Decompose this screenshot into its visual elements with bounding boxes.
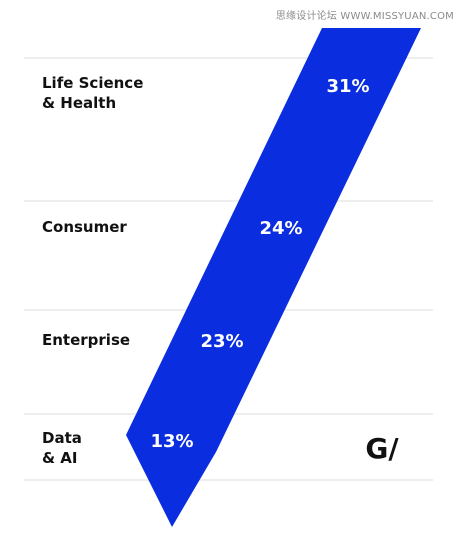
category-label-line: Life Science: [42, 74, 144, 92]
category-label: Enterprise: [42, 330, 130, 350]
category-label-line: Consumer: [42, 218, 127, 236]
value-label: 23%: [200, 331, 243, 352]
value-label: 31%: [326, 76, 369, 97]
value-label: 24%: [259, 218, 302, 239]
watermark-text: 思缘设计论坛 WWW.MISSYUAN.COM: [275, 11, 454, 22]
share-band: [126, 28, 421, 527]
value-label: 13%: [150, 431, 193, 452]
category-label: Consumer: [42, 217, 127, 237]
category-label-line: Data: [42, 429, 82, 447]
category-label: Life Science & Health: [42, 73, 143, 113]
brand-logo: G/: [365, 432, 399, 465]
category-label-line: Enterprise: [42, 331, 131, 349]
category-label: Data & AI: [42, 428, 82, 468]
category-label-line: & Health: [42, 94, 117, 112]
category-label-line: & AI: [42, 449, 78, 467]
